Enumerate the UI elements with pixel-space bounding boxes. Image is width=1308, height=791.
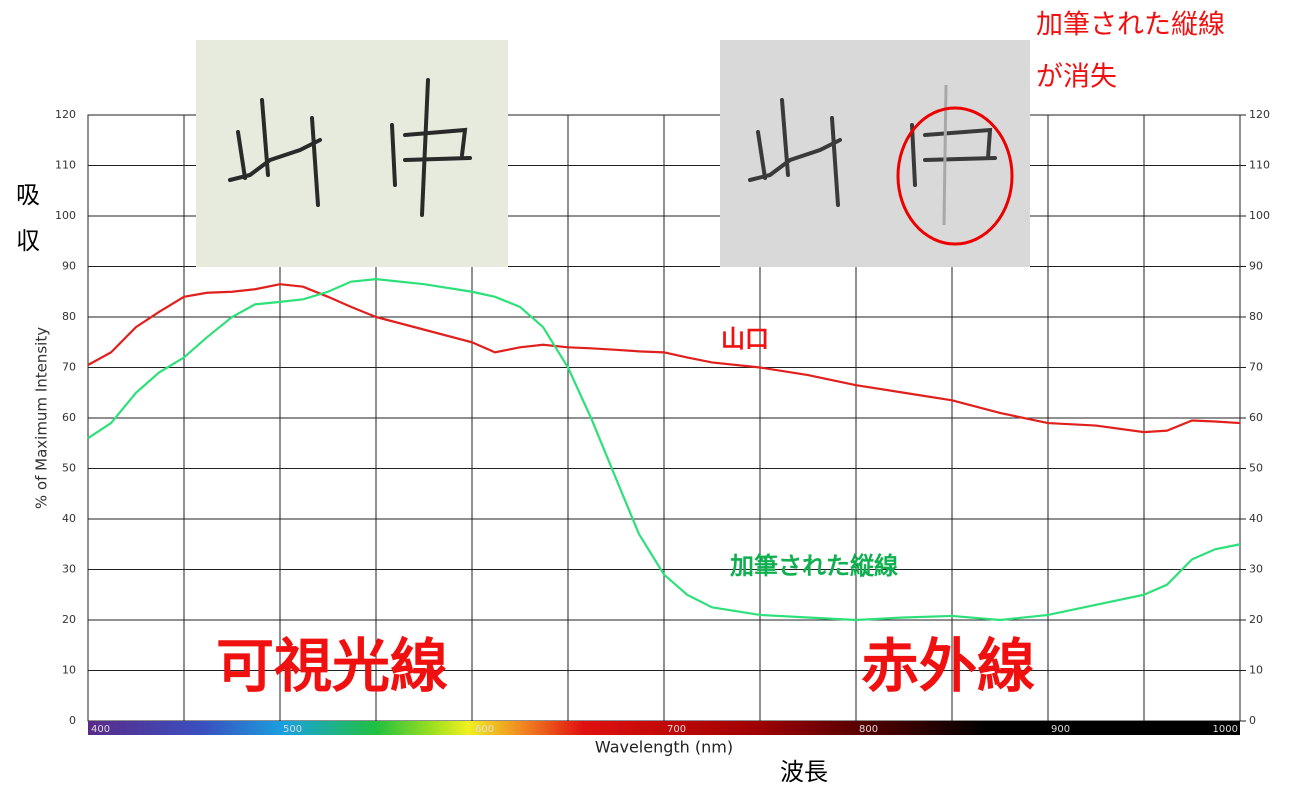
y-tick-label: 70 (62, 361, 76, 374)
x-tick-label: 500 (283, 724, 302, 735)
annotation: 加筆された縦線 (1036, 10, 1225, 41)
annotation: 収 (16, 227, 40, 255)
y2-tick-label: 20 (1249, 613, 1263, 626)
y2-tick-label: 90 (1249, 260, 1263, 273)
x-tick-label: 400 (91, 724, 110, 735)
x-tick-label: 1000 (1213, 724, 1238, 735)
y2-tick-label: 110 (1249, 159, 1270, 172)
y-axis-label: % of Maximum Intensity (33, 327, 51, 509)
y2-tick-label: 70 (1249, 361, 1263, 374)
y-tick-label: 50 (62, 462, 76, 475)
y2-tick-label: 40 (1249, 512, 1263, 525)
photo-infrared (720, 40, 1030, 267)
series-line (87, 283, 1241, 434)
y-tick-label: 40 (62, 512, 76, 525)
x-tick-label: 900 (1051, 724, 1070, 735)
annotation: 波長 (780, 758, 828, 786)
y2-tick-label: 10 (1249, 664, 1263, 677)
y-tick-label: 0 (69, 714, 76, 727)
annotation: が消失 (1036, 62, 1117, 93)
series-label: 加筆された縦線 (730, 552, 898, 580)
series-line (87, 278, 1241, 622)
spectrum-bar (88, 721, 1240, 735)
series-label: 山口 (721, 325, 769, 353)
annotation: 可視光線 (216, 632, 448, 700)
y2-tick-label: 0 (1249, 714, 1256, 727)
y-tick-label: 80 (62, 310, 76, 323)
y2-tick-label: 30 (1249, 563, 1263, 576)
y2-tick-label: 80 (1249, 310, 1263, 323)
y-tick-label: 100 (55, 209, 76, 222)
y2-tick-label: 50 (1249, 462, 1263, 475)
y-tick-label: 20 (62, 613, 76, 626)
x-tick-label: 800 (859, 724, 878, 735)
y-tick-label: 30 (62, 563, 76, 576)
y-tick-label: 10 (62, 664, 76, 677)
y-tick-label: 90 (62, 260, 76, 273)
annotation: 赤外線 (861, 632, 1035, 700)
y-tick-label: 110 (55, 159, 76, 172)
y-tick-label: 60 (62, 411, 76, 424)
y-tick-label: 120 (55, 108, 76, 121)
x-axis-label: Wavelength (nm) (595, 738, 733, 757)
x-tick-label: 700 (667, 724, 686, 735)
photo-visible (196, 40, 508, 267)
x-tick-label: 600 (475, 724, 494, 735)
annotation: 吸 (16, 181, 40, 209)
y2-tick-label: 100 (1249, 209, 1270, 222)
y2-tick-label: 60 (1249, 411, 1263, 424)
y2-tick-label: 120 (1249, 108, 1270, 121)
